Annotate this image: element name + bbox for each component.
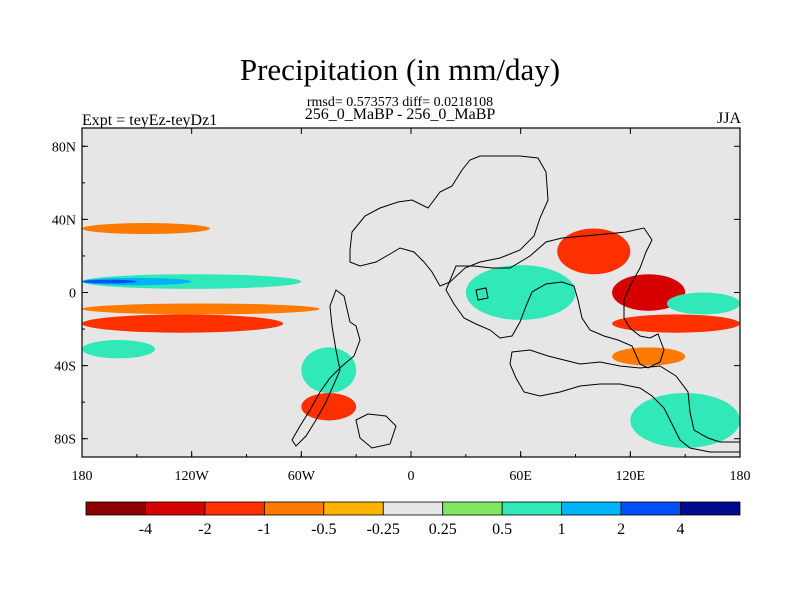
anomaly-region-14 [630,393,740,448]
y-tick-label: 40S [54,360,76,375]
chart-title: Precipitation (in mm/day) [239,52,561,87]
x-tick-label: 0 [408,469,415,484]
colorbar-label: 4 [677,521,685,538]
y-tick-label: 0 [69,287,76,302]
anomaly-region-15 [612,347,686,366]
colorbar-label: -1 [258,521,271,538]
x-tick-label: 60W [288,469,316,484]
season-label: JJA [716,110,741,127]
y-axis: 80N 40N 0 40S 80S [52,140,740,448]
anomaly-region-3 [82,303,320,315]
experiment-label: Expt = teyEz-teyDz1 [82,112,218,129]
x-tick-label: 180 [730,469,751,484]
colorbar-box [145,501,206,516]
colorbar-label: 0.5 [492,521,512,538]
anomaly-region-0 [82,274,302,289]
continent-outline-antarctic-east [509,349,740,453]
anomaly-region-12 [612,314,740,333]
colorbar-box [382,501,444,516]
colorbar-box [501,501,563,516]
colorbar-box [561,501,622,516]
anomaly-region-13 [666,292,740,315]
colorbar-label: -2 [198,521,211,538]
x-tick-label: 120W [175,469,210,484]
anomaly-region-5 [82,340,156,359]
anomaly-region-11 [612,274,686,311]
anomaly-region-9 [465,265,576,320]
anomaly-region-6 [82,223,210,235]
x-tick-label: 120E [616,469,646,484]
y-tick-label: 40N [52,213,76,228]
anomaly-region-4 [82,314,284,333]
anomaly-region-10 [557,228,631,275]
coastline-outline [291,155,740,453]
anomaly-region-8 [301,347,357,394]
colorbar-label: 1 [558,521,566,538]
y-tick-label: 80S [54,433,76,448]
continent-outline-north [349,155,549,287]
x-axis: 180 120W 60W 0 60E 120E 180 [72,128,751,484]
colorbar-label: 0.25 [429,521,457,538]
colorbar-box [620,501,681,516]
island-outline-antarctic [355,413,397,449]
anomaly-region-2 [82,279,137,284]
colorbar-label: -0.25 [367,521,400,538]
y-tick-label: 80N [52,140,76,155]
chart-subtitle: 256_0_MaBP - 256_0_MaBP [304,106,496,123]
colorbar: -4 -2 -1 -0.5 -0.25 0.25 0.5 1 2 4 [85,501,741,538]
stats-line: rmsd= 0.573573 diff= 0.0218108 [306,95,494,110]
x-tick-label: 180 [72,469,93,484]
colorbar-box [442,501,503,516]
continent-outline-south-west [291,289,361,447]
colorbar-box [85,501,146,516]
island-outline-small [475,287,489,301]
colorbar-box [323,501,384,516]
colorbar-box [263,501,325,516]
continent-outline-east [445,227,665,369]
anomaly-region-7 [301,393,357,421]
colorbar-label: 2 [617,521,625,538]
colorbar-box [680,501,741,516]
anomaly-fields [82,223,740,448]
x-tick-label: 60E [509,469,532,484]
colorbar-label: -4 [139,521,152,538]
colorbar-box [204,501,265,516]
colorbar-label: -0.5 [311,521,336,538]
